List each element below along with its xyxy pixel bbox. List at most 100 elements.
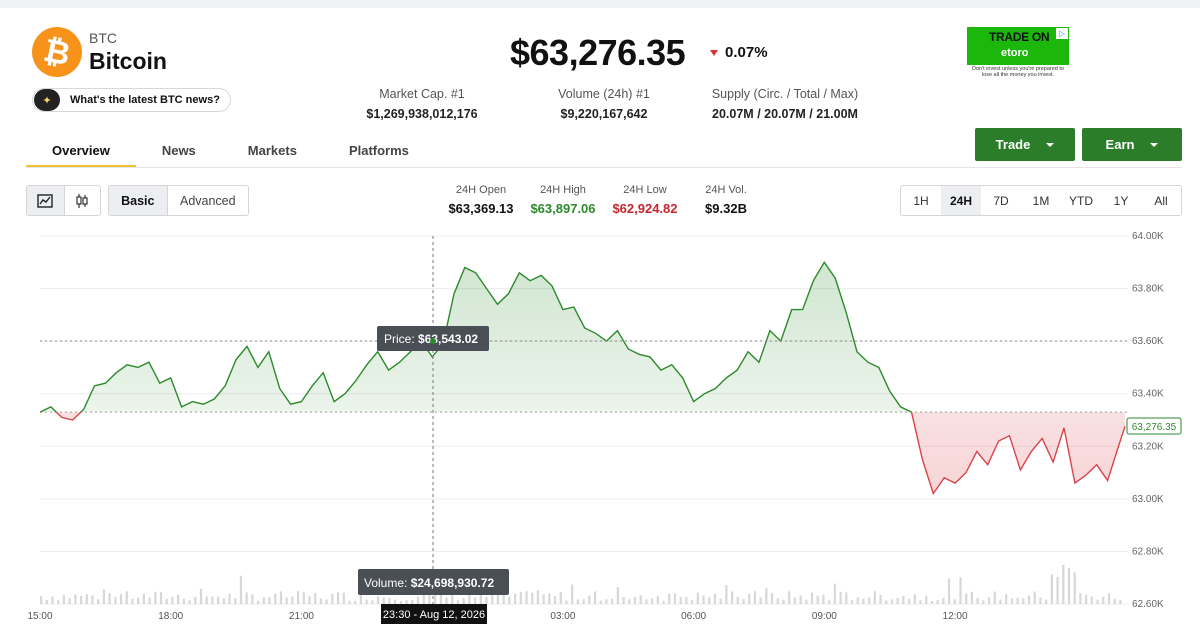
tab-platforms[interactable]: Platforms <box>348 143 409 158</box>
volume-bar <box>371 600 374 604</box>
volume-bar <box>97 599 100 604</box>
volume-bar <box>57 600 60 604</box>
volume-bar <box>593 591 597 604</box>
btc-news-button[interactable]: ✦ What's the latest BTC news? <box>32 88 231 112</box>
volume-bar <box>62 595 66 604</box>
volume-bar <box>468 594 471 604</box>
volume-bar <box>376 596 380 604</box>
down-arrow-icon <box>710 49 718 56</box>
volume-bar <box>953 599 956 604</box>
price-line-up <box>39 261 913 413</box>
volume-bar <box>319 598 323 604</box>
volume-bar <box>1102 596 1105 604</box>
mode-basic-button[interactable]: Basic <box>109 186 167 215</box>
trade-button[interactable]: Trade <box>975 128 1075 161</box>
stat-24h-open: 24H Open $63,369.13 <box>440 184 522 216</box>
volume-bar <box>999 599 1002 604</box>
x-tick-label: 09:00 <box>812 611 837 622</box>
volume-bar <box>142 593 145 604</box>
mode-advanced-button[interactable]: Advanced <box>166 186 248 215</box>
line-chart-icon[interactable] <box>27 186 64 215</box>
coin-name: Bitcoin <box>89 48 167 74</box>
timeframe-ytd[interactable]: YTD <box>1069 193 1093 208</box>
volume-bar <box>662 600 665 604</box>
tab-overview[interactable]: Overview <box>26 132 136 168</box>
time-tooltip: 23:30 - Aug 12, 2026 <box>381 604 487 624</box>
volume-bar <box>1022 598 1025 604</box>
volume-bar <box>947 578 951 604</box>
earn-button[interactable]: Earn <box>1082 128 1182 161</box>
volume-bar <box>719 598 722 604</box>
volume-bar <box>262 597 265 604</box>
volume-bar <box>148 597 151 604</box>
volume-bar <box>308 596 311 604</box>
volume-bar <box>696 592 699 604</box>
volume-bar <box>291 596 294 604</box>
volume-bar <box>765 588 768 604</box>
timeframe-all[interactable]: All <box>1154 193 1168 208</box>
volume-bar <box>45 599 48 604</box>
tab-markets[interactable]: Markets <box>247 143 297 158</box>
etoro-ad-banner[interactable]: TRADE ON etoro ▷ Don't invest unless you… <box>967 27 1069 78</box>
price-area-up <box>40 262 1125 413</box>
volume-bar <box>491 592 494 604</box>
timeframe-1y[interactable]: 1Y <box>1113 193 1129 208</box>
y-tick-label: 63.20K <box>1132 441 1164 452</box>
volume-bar <box>228 593 231 604</box>
volume-bar <box>959 577 962 604</box>
candlestick-icon[interactable] <box>63 186 101 215</box>
volume-bar <box>639 595 642 604</box>
volume-bar <box>40 596 43 604</box>
volume-bar <box>68 598 71 604</box>
timeframe-7d[interactable]: 7D <box>993 193 1009 208</box>
stat-label: Volume (24h) #1 <box>558 87 650 101</box>
last-price-tag: 63,276.35 <box>1126 417 1182 435</box>
volume-bar <box>845 592 848 604</box>
volume-bars <box>40 564 1122 604</box>
stat-supply: Supply (Circ. / Total / Max) 20.07M / 20… <box>700 87 870 121</box>
stat-value: $1,269,938,012,176 <box>366 107 478 121</box>
y-tick-label: 62.80K <box>1132 546 1164 557</box>
volume-bar <box>982 600 985 604</box>
volume-bar <box>211 596 214 604</box>
volume-bar <box>394 599 397 604</box>
volume-bar <box>1067 568 1071 604</box>
timeframe-24h[interactable]: 24H <box>941 186 981 215</box>
volume-bar <box>405 600 408 604</box>
timeframe-1h[interactable]: 1H <box>913 193 929 208</box>
price-tooltip-value: $63,543.02 <box>418 332 478 346</box>
stat-label: Market Cap. #1 <box>379 87 465 101</box>
volume-bar <box>342 592 345 604</box>
volume-bar <box>725 585 728 604</box>
volume-bar <box>965 593 968 604</box>
y-tick-label: 64.00K <box>1132 231 1164 242</box>
ad-choices-icon[interactable]: ▷ <box>1056 28 1068 39</box>
volume-bar <box>399 600 402 604</box>
x-tick-label: 18:00 <box>158 611 183 622</box>
tab-news[interactable]: News <box>161 143 196 158</box>
chart-type-toggle <box>26 185 101 216</box>
volume-bar <box>1033 591 1036 604</box>
volume-bar <box>222 598 225 604</box>
price-area-down <box>56 412 1125 494</box>
volume-bar <box>239 575 243 604</box>
volume-bar <box>279 591 283 604</box>
stat-value: $9.32B <box>705 201 747 216</box>
volume-bar <box>611 598 614 604</box>
volume-bar <box>833 583 836 604</box>
volume-bar <box>668 593 671 604</box>
time-tooltip-value: 23:30 - Aug 12, 2026 <box>383 609 485 621</box>
volume-bar <box>548 593 551 604</box>
stat-24h-volume: 24H Vol. $9.32B <box>690 184 762 216</box>
ad-brand: etoro <box>1001 47 1029 59</box>
volume-bar <box>1005 593 1008 604</box>
volume-bar <box>776 598 779 604</box>
price-chart[interactable]: 64.00K 63.80K 63.60K 63.40K 63.20K 63.00K 62.8… <box>0 222 1200 630</box>
volume-bar <box>588 595 591 604</box>
chevron-down-icon <box>1150 142 1159 147</box>
volume-bar <box>936 600 939 604</box>
volume-bar <box>656 595 659 604</box>
y-tick-label: 63.00K <box>1132 494 1164 505</box>
timeframe-1m[interactable]: 1M <box>1032 193 1050 208</box>
volume-bar <box>114 596 117 604</box>
